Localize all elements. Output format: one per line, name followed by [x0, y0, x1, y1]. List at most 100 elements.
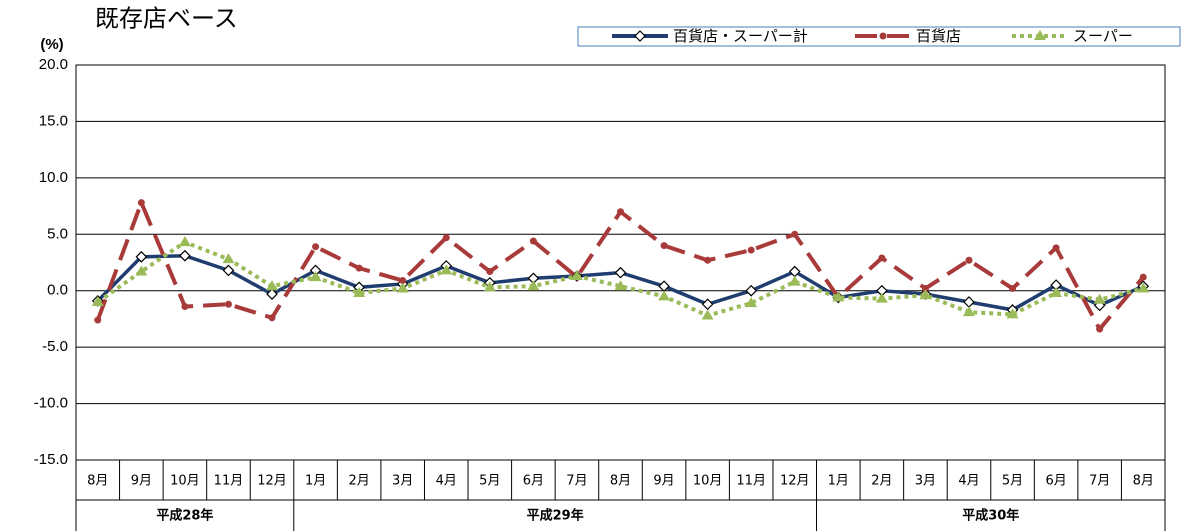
data-point	[570, 270, 583, 281]
x-tick-label: 12月	[780, 474, 810, 489]
x-tick-label: 1月	[828, 474, 849, 489]
data-point	[658, 280, 670, 293]
data-point	[529, 237, 537, 245]
data-point	[919, 289, 932, 300]
data-point	[1052, 244, 1060, 252]
x-tick-label: 3月	[392, 474, 413, 489]
legend-marker	[879, 32, 887, 40]
x-tick-label: 2月	[871, 474, 892, 489]
data-point	[921, 284, 929, 292]
data-point	[222, 253, 235, 264]
data-point	[222, 264, 235, 277]
legend-marker	[634, 30, 646, 42]
data-point	[745, 284, 758, 297]
data-point	[1096, 325, 1104, 333]
x-tick-label: 1月	[305, 474, 326, 489]
y-tick-label: 5.0	[47, 225, 68, 242]
data-point	[1006, 308, 1019, 319]
y-tick-label: 10.0	[39, 169, 68, 186]
data-point	[91, 296, 104, 306]
x-tick-label: 8月	[87, 474, 108, 489]
legend	[577, 26, 1181, 47]
x-tick-label: 10月	[693, 474, 723, 489]
x-tick-label: 2月	[348, 474, 369, 489]
data-point	[135, 251, 148, 263]
y-tick-label: 20.0	[39, 56, 68, 73]
data-point	[355, 264, 363, 272]
data-point	[791, 230, 799, 238]
y-unit: (%)	[40, 36, 63, 53]
data-point	[660, 242, 668, 250]
x-tick-label: 8月	[1133, 474, 1154, 489]
x-tick-label: 9月	[131, 474, 152, 489]
data-point	[178, 236, 191, 247]
series-line	[95, 197, 1145, 333]
x-tick-label: 7月	[1089, 474, 1110, 489]
legend-label: 百貨店・スーパー計	[673, 27, 808, 45]
data-point	[94, 316, 102, 324]
data-point	[1137, 282, 1150, 293]
x-tick-label: 12月	[257, 474, 287, 489]
data-point	[963, 296, 975, 308]
data-point	[878, 254, 886, 262]
x-tick-label: 6月	[523, 474, 544, 489]
data-point	[875, 292, 888, 303]
x-tick-label: 3月	[915, 474, 936, 489]
legend-marker	[1034, 30, 1046, 40]
x-tick-label: 10月	[170, 474, 200, 489]
y-tick-label: 0.0	[47, 282, 68, 299]
plot-frame	[75, 64, 1166, 461]
x-tick-label: 9月	[653, 474, 674, 489]
legend-label: 百貨店	[916, 27, 961, 45]
group-label: 平成30年	[962, 508, 1019, 524]
data-point	[527, 280, 540, 291]
group-label: 平成28年	[156, 508, 213, 524]
x-tick-label: 6月	[1045, 474, 1066, 489]
data-point	[266, 280, 279, 291]
data-point	[747, 246, 755, 254]
x-tick-label: 5月	[479, 474, 500, 489]
data-point	[353, 286, 366, 297]
y-tick-label: -10.0	[34, 395, 68, 412]
data-point	[309, 271, 322, 282]
data-point	[135, 265, 148, 276]
data-point	[312, 243, 320, 251]
data-point	[617, 208, 624, 216]
data-point	[181, 303, 189, 311]
y-tick-label: -15.0	[34, 451, 68, 468]
data-point	[1093, 293, 1106, 304]
legend-label: スーパー	[1073, 27, 1133, 45]
data-point	[442, 234, 450, 242]
data-point	[701, 298, 714, 311]
data-point	[1050, 286, 1063, 297]
x-tick-label: 4月	[958, 474, 979, 489]
data-point	[745, 297, 758, 308]
data-point	[224, 300, 232, 308]
data-point	[179, 249, 191, 262]
x-tick-label: 5月	[1002, 474, 1023, 489]
data-point	[832, 291, 845, 302]
data-point	[962, 306, 975, 317]
data-point	[658, 290, 671, 301]
data-point	[266, 288, 278, 300]
group-label: 平成29年	[527, 508, 584, 524]
y-tick-label: -5.0	[42, 338, 68, 355]
data-point	[399, 277, 407, 285]
data-point	[268, 314, 276, 322]
chart-title: 既存店ベース	[95, 5, 238, 33]
data-point	[701, 309, 714, 320]
data-point	[614, 280, 627, 291]
data-point	[137, 199, 145, 207]
data-point	[788, 275, 801, 286]
x-tick-label: 8月	[610, 474, 631, 489]
x-tick-label: 4月	[436, 474, 457, 489]
data-point	[440, 264, 453, 275]
x-tick-label: 7月	[566, 474, 587, 489]
data-point	[486, 268, 494, 276]
data-point	[704, 256, 712, 264]
data-point	[965, 256, 973, 264]
data-point	[1139, 273, 1147, 281]
data-point	[483, 281, 496, 292]
data-point	[614, 266, 627, 279]
